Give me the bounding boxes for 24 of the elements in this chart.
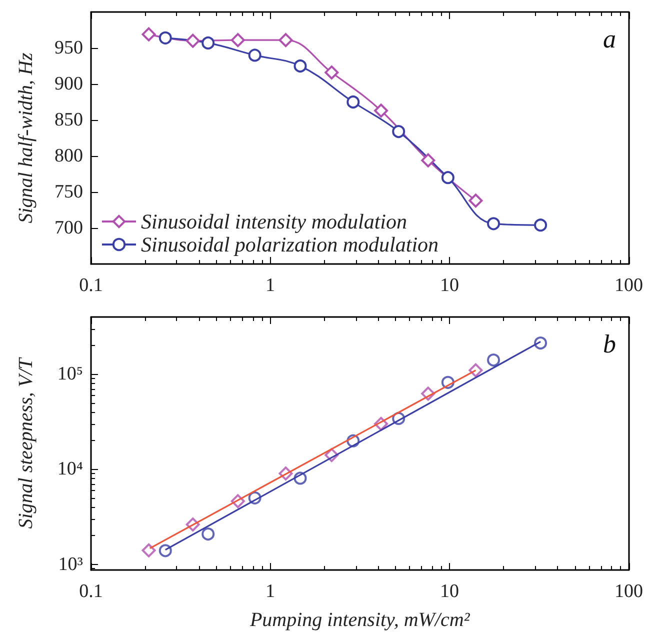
y-tick-label: 10⁵	[57, 364, 83, 385]
x-tick-label: 100	[614, 275, 643, 296]
x-axis-title: Pumping intensity, mW/cm²	[248, 609, 471, 631]
y-axis-title: Signal half-width, Hz	[15, 52, 37, 224]
x-tick-label: 1	[266, 581, 275, 602]
x-tick-label: 0.1	[79, 581, 103, 602]
y-tick-label: 800	[54, 146, 83, 166]
y-tick-label: 950	[54, 38, 83, 58]
legend-label: Sinusoidal polarization modulation	[141, 232, 439, 256]
x-tick-label: 10	[440, 275, 459, 296]
annotation: b	[603, 330, 616, 358]
y-axis-title: Signal steepness, V/T	[15, 356, 37, 529]
y-tick-label: 850	[54, 110, 83, 130]
legend-label: Sinusoidal intensity modulation	[141, 210, 407, 234]
y-tick-label: 10³	[58, 554, 84, 575]
y-tick-label: 700	[54, 218, 83, 238]
x-tick-label: 1	[266, 275, 275, 296]
x-tick-label: 0.1	[79, 275, 103, 296]
y-tick-label: 10⁴	[57, 458, 84, 480]
y-tick-label: 900	[54, 74, 83, 94]
x-tick-label: 10	[440, 581, 459, 602]
x-tick-label: 100	[614, 581, 643, 602]
annotation: a	[603, 24, 616, 54]
y-tick-label: 750	[54, 182, 83, 202]
